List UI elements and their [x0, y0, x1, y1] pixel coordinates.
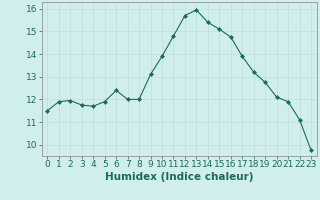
X-axis label: Humidex (Indice chaleur): Humidex (Indice chaleur): [105, 172, 253, 182]
